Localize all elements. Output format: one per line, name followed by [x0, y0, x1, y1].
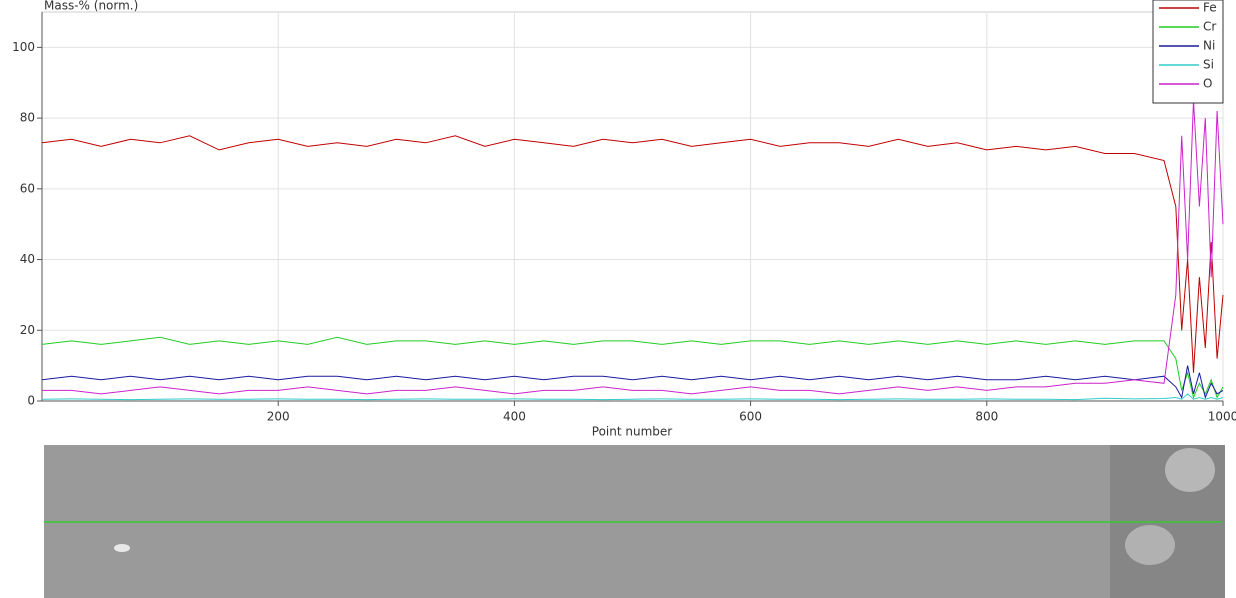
y-tick-label: 0 [27, 394, 35, 408]
y-tick-label: 20 [20, 323, 35, 337]
data-line [41, 135, 1224, 373]
legend-label: Fe [1203, 1, 1217, 15]
legend-label: O [1203, 77, 1212, 91]
x-tick-label: 600 [739, 410, 762, 424]
x-tick-label: 400 [503, 410, 526, 424]
legend-label: Ni [1203, 39, 1215, 53]
legend-box [1152, 0, 1224, 104]
data-line [41, 393, 1224, 401]
y-axis-title: Mass-% (norm.) [44, 0, 138, 13]
data-line [41, 365, 1224, 400]
data-line [42, 100, 1224, 395]
data-line [41, 336, 1224, 400]
x-tick-label: 800 [975, 410, 998, 424]
sem-image-particle [1165, 448, 1215, 492]
y-tick-label: 80 [20, 111, 35, 125]
plot-area [41, 11, 1224, 402]
x-axis-title: Point number [592, 425, 673, 439]
y-tick-label: 60 [20, 181, 35, 195]
legend-label: Si [1203, 58, 1214, 72]
x-tick-label: 1000 [1208, 410, 1236, 424]
sem-image-particle [114, 544, 130, 552]
legend-label: Cr [1203, 20, 1216, 34]
y-tick-label: 40 [20, 252, 35, 266]
x-tick-label: 200 [267, 410, 290, 424]
sem-image [44, 445, 1225, 598]
y-tick-label: 100 [12, 40, 35, 54]
sem-image-particle [1125, 525, 1175, 565]
